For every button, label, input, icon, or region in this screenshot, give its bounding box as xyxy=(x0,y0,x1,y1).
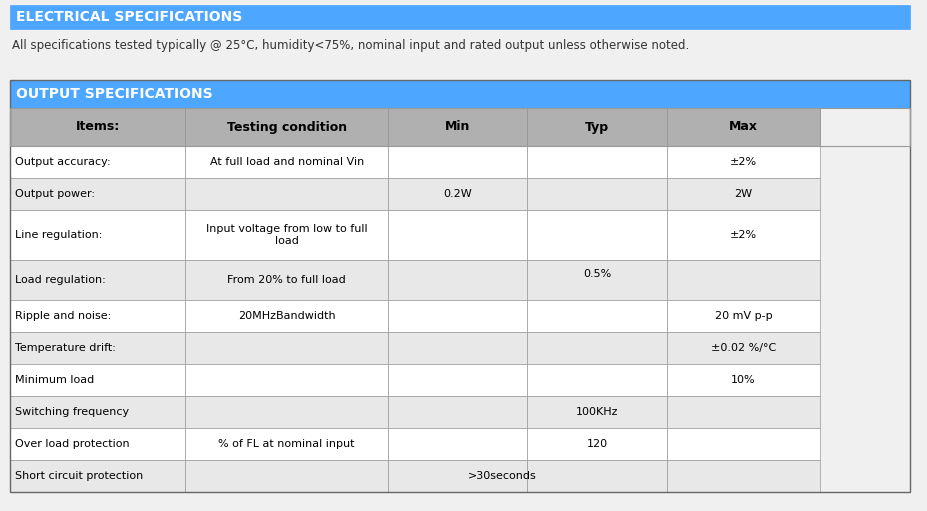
Bar xyxy=(10,5,910,29)
Bar xyxy=(10,80,910,108)
Bar xyxy=(185,300,388,332)
Text: Items:: Items: xyxy=(76,121,120,133)
Text: Ripple and noise:: Ripple and noise: xyxy=(15,311,111,321)
Text: Input voltage from low to full
load: Input voltage from low to full load xyxy=(206,224,368,246)
Bar xyxy=(185,210,388,260)
Bar xyxy=(185,364,388,396)
Bar xyxy=(527,300,667,332)
Text: Over load protection: Over load protection xyxy=(15,439,130,449)
Bar xyxy=(667,396,820,428)
Bar xyxy=(388,108,527,146)
Bar xyxy=(10,428,185,460)
Text: 2W: 2W xyxy=(734,189,753,199)
Bar xyxy=(185,460,388,492)
Bar xyxy=(667,108,820,146)
Bar xyxy=(388,428,527,460)
Bar xyxy=(185,260,388,300)
Bar xyxy=(388,460,527,492)
Bar xyxy=(527,260,667,300)
Text: Output power:: Output power: xyxy=(15,189,95,199)
Bar xyxy=(527,332,667,364)
Bar xyxy=(388,146,527,178)
Text: Load regulation:: Load regulation: xyxy=(15,275,106,285)
Text: 0.5%: 0.5% xyxy=(583,269,612,279)
Bar xyxy=(527,108,667,146)
Text: Switching frequency: Switching frequency xyxy=(15,407,129,417)
Bar xyxy=(388,396,527,428)
Bar xyxy=(388,210,527,260)
Bar xyxy=(10,364,185,396)
Bar xyxy=(10,108,185,146)
Text: All specifications tested typically @ 25°C, humidity<75%, nominal input and rate: All specifications tested typically @ 25… xyxy=(12,38,690,52)
Bar xyxy=(185,146,388,178)
Text: Temperature drift:: Temperature drift: xyxy=(15,343,116,353)
Text: Typ: Typ xyxy=(585,121,609,133)
Text: ±0.02 %/°C: ±0.02 %/°C xyxy=(711,343,776,353)
Text: 10%: 10% xyxy=(731,375,756,385)
Bar xyxy=(388,332,527,364)
Bar xyxy=(667,300,820,332)
Text: Minimum load: Minimum load xyxy=(15,375,95,385)
Text: 20 mV p-p: 20 mV p-p xyxy=(715,311,772,321)
Text: ELECTRICAL SPECIFICATIONS: ELECTRICAL SPECIFICATIONS xyxy=(16,10,242,24)
Bar xyxy=(10,178,185,210)
Bar xyxy=(185,396,388,428)
Bar xyxy=(10,260,185,300)
Text: 20MHzBandwidth: 20MHzBandwidth xyxy=(238,311,336,321)
Bar xyxy=(10,300,185,332)
Text: OUTPUT SPECIFICATIONS: OUTPUT SPECIFICATIONS xyxy=(16,87,212,101)
Bar xyxy=(10,80,910,492)
Bar xyxy=(185,178,388,210)
Bar xyxy=(527,178,667,210)
Bar xyxy=(10,108,910,146)
Bar xyxy=(667,332,820,364)
Text: At full load and nominal Vin: At full load and nominal Vin xyxy=(210,157,364,167)
Bar xyxy=(667,178,820,210)
Bar xyxy=(388,178,527,210)
Text: Output accuracy:: Output accuracy: xyxy=(15,157,110,167)
Bar xyxy=(388,260,527,300)
Bar xyxy=(10,146,185,178)
Text: ±2%: ±2% xyxy=(730,157,757,167)
Bar xyxy=(185,332,388,364)
Bar xyxy=(667,460,820,492)
Bar xyxy=(10,396,185,428)
Text: >30seconds: >30seconds xyxy=(468,471,537,481)
Bar xyxy=(527,428,667,460)
Text: Short circuit protection: Short circuit protection xyxy=(15,471,144,481)
Bar xyxy=(527,396,667,428)
Bar xyxy=(527,146,667,178)
Bar xyxy=(10,210,185,260)
Text: 120: 120 xyxy=(587,439,608,449)
Bar xyxy=(10,460,185,492)
Bar xyxy=(388,364,527,396)
Bar xyxy=(185,428,388,460)
Bar xyxy=(667,210,820,260)
Text: Line regulation:: Line regulation: xyxy=(15,230,102,240)
Text: From 20% to full load: From 20% to full load xyxy=(227,275,346,285)
Text: Testing condition: Testing condition xyxy=(227,121,347,133)
Text: Min: Min xyxy=(445,121,470,133)
Bar xyxy=(527,364,667,396)
Bar xyxy=(667,428,820,460)
Text: 0.2W: 0.2W xyxy=(443,189,472,199)
Bar xyxy=(388,300,527,332)
Text: Max: Max xyxy=(729,121,758,133)
Bar xyxy=(527,460,667,492)
Bar xyxy=(667,146,820,178)
Bar xyxy=(185,108,388,146)
Text: 100KHz: 100KHz xyxy=(576,407,618,417)
Bar xyxy=(527,210,667,260)
Text: % of FL at nominal input: % of FL at nominal input xyxy=(219,439,355,449)
Text: ±2%: ±2% xyxy=(730,230,757,240)
Bar xyxy=(10,332,185,364)
Bar xyxy=(667,260,820,300)
Bar xyxy=(667,364,820,396)
